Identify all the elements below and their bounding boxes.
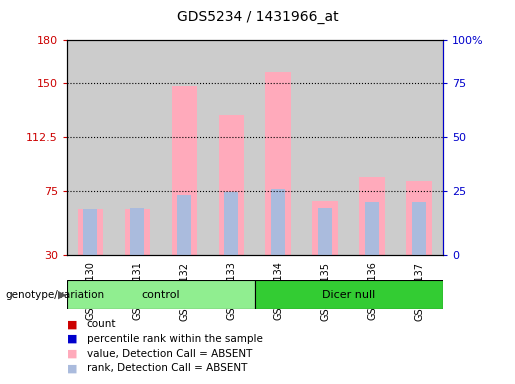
Bar bbox=[406, 181, 432, 255]
Bar bbox=[255, 40, 302, 255]
Bar bbox=[255, 280, 443, 309]
Bar bbox=[218, 115, 244, 255]
Text: Dicer null: Dicer null bbox=[322, 290, 375, 300]
Bar bbox=[67, 280, 255, 309]
Bar bbox=[130, 208, 145, 255]
Bar bbox=[413, 202, 426, 255]
Text: ▶: ▶ bbox=[58, 290, 66, 300]
Bar bbox=[83, 210, 97, 255]
Text: ■: ■ bbox=[67, 319, 77, 329]
Bar bbox=[313, 201, 338, 255]
Text: value, Detection Call = ABSENT: value, Detection Call = ABSENT bbox=[87, 349, 252, 359]
Bar bbox=[359, 177, 385, 255]
Bar bbox=[161, 40, 208, 255]
Bar bbox=[177, 195, 192, 255]
Bar bbox=[114, 40, 161, 255]
Text: ■: ■ bbox=[67, 334, 77, 344]
Text: ■: ■ bbox=[67, 363, 77, 373]
Bar bbox=[365, 202, 380, 255]
Bar bbox=[302, 40, 349, 255]
Bar bbox=[67, 40, 114, 255]
Text: GDS5234 / 1431966_at: GDS5234 / 1431966_at bbox=[177, 10, 338, 23]
Bar bbox=[208, 40, 255, 255]
Bar bbox=[271, 189, 285, 255]
Bar bbox=[125, 210, 150, 255]
Bar bbox=[396, 40, 443, 255]
Text: percentile rank within the sample: percentile rank within the sample bbox=[87, 334, 263, 344]
Bar bbox=[225, 192, 238, 255]
Text: count: count bbox=[87, 319, 116, 329]
Text: ■: ■ bbox=[67, 349, 77, 359]
Bar bbox=[349, 40, 396, 255]
Bar bbox=[318, 208, 333, 255]
Bar bbox=[171, 86, 197, 255]
Text: genotype/variation: genotype/variation bbox=[5, 290, 104, 300]
Bar bbox=[266, 72, 291, 255]
Text: rank, Detection Call = ABSENT: rank, Detection Call = ABSENT bbox=[87, 363, 247, 373]
Bar bbox=[78, 210, 104, 255]
Text: control: control bbox=[142, 290, 180, 300]
